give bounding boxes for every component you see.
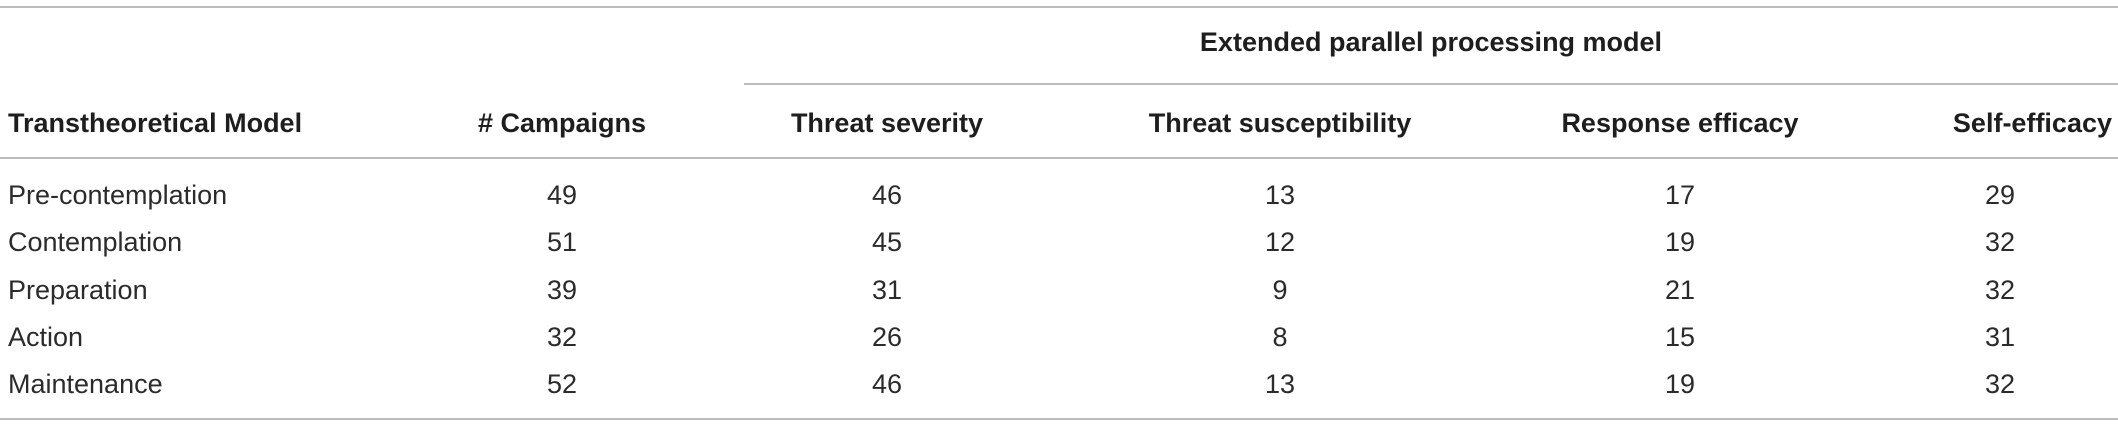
table-cell: 52 (546, 369, 578, 399)
table-cell: 29 (1984, 180, 2016, 210)
column-header-self-efficacy: Self-efficacy (1952, 108, 2112, 138)
table-cell: 13 (1264, 180, 1296, 210)
table-cell: 32 (546, 322, 578, 352)
table-cell: 39 (546, 275, 578, 305)
table-cell: 19 (1664, 369, 1696, 399)
table-cell: 32 (1984, 227, 2016, 257)
table-cell: 9 (1272, 275, 1288, 305)
table-cell: 13 (1264, 369, 1296, 399)
column-header-threat-susceptibility: Threat susceptibility (1148, 108, 1412, 138)
table-row-label: Pre-contemplation (8, 180, 228, 210)
table-cell: 31 (871, 275, 903, 305)
column-header-campaigns: # Campaigns (477, 108, 647, 138)
table-bottom-rule (0, 418, 2118, 420)
table-cell: 15 (1664, 322, 1696, 352)
group-header-rule (744, 83, 2118, 85)
table-cell: 46 (871, 180, 903, 210)
table-cell: 49 (546, 180, 578, 210)
table-cell: 12 (1264, 227, 1296, 257)
table-cell: 31 (1984, 322, 2016, 352)
table-row-label: Preparation (8, 275, 148, 305)
column-header-transtheoretical-model: Transtheoretical Model (8, 108, 303, 138)
table-cell: 26 (871, 322, 903, 352)
table-cell: 19 (1664, 227, 1696, 257)
header-bottom-rule (0, 157, 2118, 159)
table-cell: 17 (1664, 180, 1696, 210)
table-row-label: Maintenance (8, 369, 163, 399)
table-cell: 21 (1664, 275, 1696, 305)
table-top-rule (0, 6, 2118, 8)
table-cell: 8 (1272, 322, 1288, 352)
table-row-label: Action (8, 322, 84, 352)
column-header-threat-severity: Threat severity (790, 108, 984, 138)
column-header-response-efficacy: Response efficacy (1561, 108, 1799, 138)
table-cell: 51 (546, 227, 578, 257)
table-cell: 32 (1984, 275, 2016, 305)
table-cell: 46 (871, 369, 903, 399)
table-row-label: Contemplation (8, 227, 183, 257)
table-cell: 32 (1984, 369, 2016, 399)
group-header-eppm: Extended parallel processing model (1199, 27, 1663, 57)
table-cell: 45 (871, 227, 903, 257)
